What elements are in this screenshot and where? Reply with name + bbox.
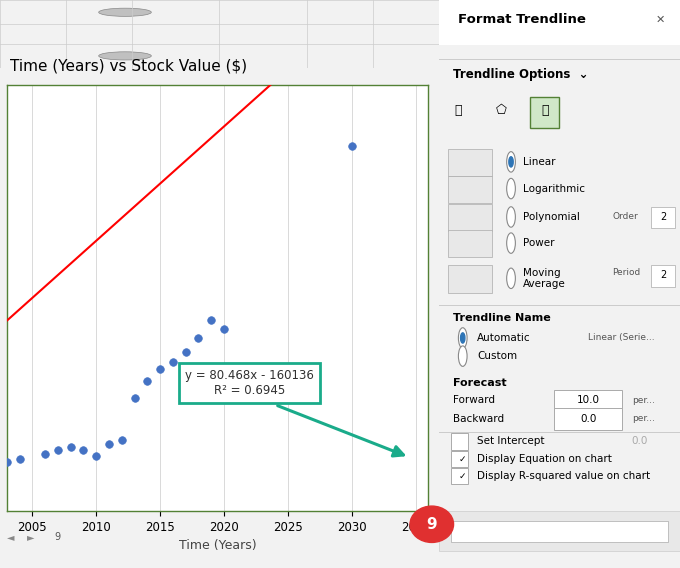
FancyBboxPatch shape [439,511,680,551]
FancyBboxPatch shape [530,97,559,128]
Text: Order: Order [613,212,638,222]
Point [193,333,204,343]
Circle shape [99,52,152,60]
Text: Polynomial: Polynomial [523,212,580,222]
Point [91,451,102,460]
Point [180,348,191,357]
Point [1,457,12,466]
Text: Trendline Options  ⌄: Trendline Options ⌄ [453,69,589,81]
Text: ✓: ✓ [459,471,466,481]
Text: 10.0: 10.0 [577,395,600,406]
Text: 9: 9 [426,517,437,532]
Text: Forecast: Forecast [453,378,507,388]
Text: Custom: Custom [477,351,517,361]
Text: Forward: Forward [453,395,495,406]
FancyBboxPatch shape [439,0,680,45]
Text: Power: Power [523,238,555,248]
Text: Logarithmic: Logarithmic [523,183,585,194]
Text: Trendline Name: Trendline Name [453,313,551,323]
Circle shape [507,152,515,172]
Circle shape [507,268,515,289]
Text: Set Intercept: Set Intercept [477,436,545,446]
Point [78,445,89,454]
Text: per...: per... [632,396,655,405]
Text: Backward: Backward [453,414,504,424]
Point [39,450,50,459]
Text: Linear: Linear [523,157,556,167]
Circle shape [460,333,465,343]
Text: Linear (Serie...: Linear (Serie... [588,333,655,343]
Text: ◄: ◄ [7,532,14,542]
Text: Format Trendline: Format Trendline [458,14,585,26]
FancyBboxPatch shape [448,265,492,293]
Text: Time (Years) vs Stock Value ($): Time (Years) vs Stock Value ($) [10,59,248,74]
Text: 0.0: 0.0 [632,436,648,446]
X-axis label: Time (Years): Time (Years) [179,540,256,553]
FancyBboxPatch shape [439,305,680,306]
Text: 9: 9 [54,532,61,542]
Point [129,393,140,402]
Point [116,436,127,445]
Circle shape [507,207,515,227]
Point [52,445,63,454]
Circle shape [509,157,513,167]
Circle shape [507,233,515,253]
FancyBboxPatch shape [439,59,680,60]
Point [142,376,153,385]
FancyBboxPatch shape [448,230,492,257]
Text: 🖊: 🖊 [454,105,462,117]
Text: Automatic: Automatic [477,333,531,343]
Point [154,365,165,374]
Point [218,325,229,334]
Circle shape [507,178,515,199]
Text: per...: per... [632,414,655,423]
Text: ⬠: ⬠ [496,105,507,117]
FancyBboxPatch shape [448,176,492,203]
Circle shape [99,8,152,16]
Point [346,141,357,151]
Point [65,443,76,452]
FancyBboxPatch shape [439,432,680,433]
Text: ✓: ✓ [459,454,466,463]
FancyBboxPatch shape [651,207,675,228]
Point [206,315,217,324]
Point [103,440,114,449]
FancyBboxPatch shape [554,390,622,412]
Text: 0.0: 0.0 [580,414,596,424]
FancyBboxPatch shape [651,265,675,287]
Text: Display R-squared value on chart: Display R-squared value on chart [477,471,650,481]
Text: 2: 2 [660,270,666,281]
Text: y = 80.468x - 160136
R² = 0.6945: y = 80.468x - 160136 R² = 0.6945 [185,369,314,398]
FancyBboxPatch shape [451,468,468,484]
FancyBboxPatch shape [554,408,622,430]
Text: Moving
Average: Moving Average [523,268,566,289]
Point [14,454,25,463]
Text: ►: ► [27,532,35,542]
Text: Display Equation on chart: Display Equation on chart [477,454,612,464]
Point [167,358,178,367]
FancyBboxPatch shape [451,433,468,450]
Circle shape [458,328,467,348]
Text: 📊: 📊 [541,105,549,117]
FancyBboxPatch shape [451,521,668,542]
Text: ✕: ✕ [656,15,665,25]
Text: Period: Period [613,268,641,277]
Text: 2: 2 [660,212,666,222]
FancyBboxPatch shape [448,204,492,231]
FancyBboxPatch shape [448,149,492,176]
Circle shape [458,346,467,366]
FancyBboxPatch shape [451,451,468,467]
